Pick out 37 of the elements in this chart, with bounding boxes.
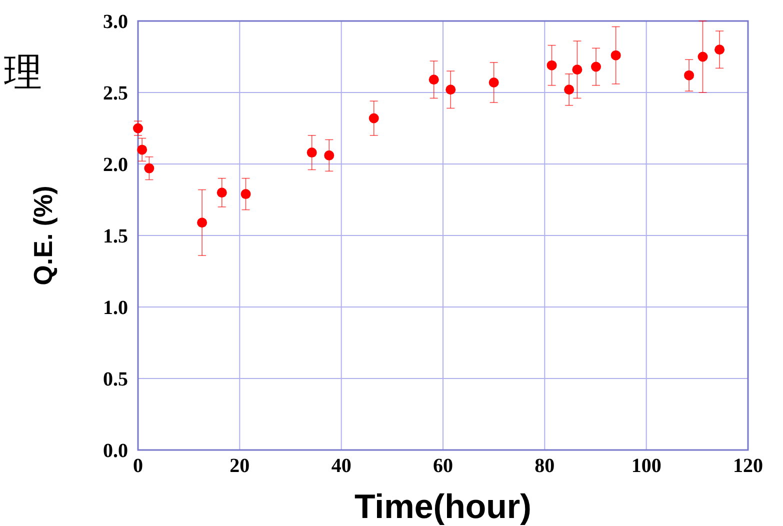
x-tick-label: 80: [534, 455, 555, 477]
y-tick-label: 0.0: [103, 440, 128, 462]
point: [324, 150, 334, 160]
y-tick-label: 2.5: [103, 82, 128, 104]
y-axis-title: Q.E. (%): [28, 186, 58, 286]
point: [610, 50, 621, 60]
y-tick-label: 2.0: [103, 154, 128, 176]
x-tick-label: 40: [331, 455, 352, 477]
point: [240, 189, 251, 200]
point: [564, 84, 574, 95]
point: [714, 44, 725, 55]
point: [698, 52, 708, 62]
x-tick-label: 0: [133, 455, 143, 477]
point: [488, 77, 499, 88]
x-axis-title: Time(hour): [354, 488, 532, 526]
point: [546, 60, 557, 70]
point: [684, 70, 694, 80]
point: [306, 148, 317, 158]
y-tick-label: 3.0: [103, 11, 128, 33]
x-tick-label: 100: [631, 455, 662, 477]
point: [446, 84, 456, 95]
point: [591, 62, 602, 72]
point: [197, 218, 208, 228]
point: [368, 113, 379, 124]
x-tick-label: 120: [733, 455, 763, 477]
point: [144, 163, 154, 174]
point: [572, 64, 582, 75]
point: [137, 144, 148, 155]
y-tick-label: 0.5: [103, 368, 128, 390]
point: [133, 123, 143, 134]
point: [428, 74, 439, 85]
y-tick-label: 1.0: [103, 297, 128, 319]
y-tick-label: 1.5: [103, 226, 128, 248]
text: 理: [4, 50, 42, 94]
point: [216, 188, 227, 198]
x-tick-label: 60: [433, 455, 453, 477]
x-tick-label: 20: [230, 455, 250, 477]
